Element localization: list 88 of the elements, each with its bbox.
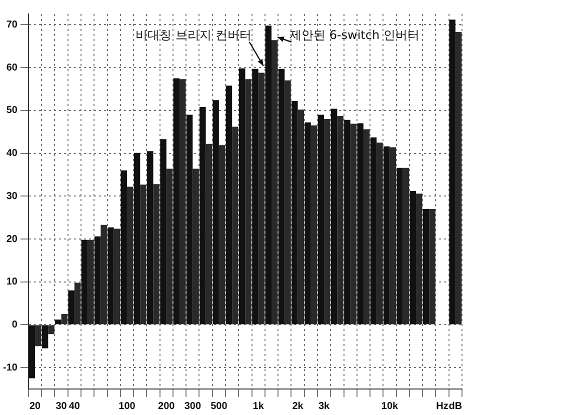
bar [120, 170, 127, 324]
x-tick-label: 1k [252, 400, 264, 412]
bar [68, 290, 74, 324]
bar [88, 240, 94, 324]
bar [134, 152, 140, 324]
bar [376, 142, 383, 324]
x-tick-label: 10k [381, 400, 399, 412]
bar [284, 80, 291, 324]
bar [410, 191, 416, 324]
x-tick-label: 300 [184, 400, 202, 412]
bar [232, 126, 238, 324]
bar [252, 68, 258, 324]
bar [304, 122, 311, 324]
bar [28, 325, 36, 378]
bar [455, 32, 462, 324]
bar [114, 228, 120, 324]
x-tick-label: 30 [56, 400, 68, 412]
bar [48, 325, 54, 334]
bar [186, 114, 193, 324]
bar [292, 101, 298, 324]
x-tick-label: 500 [210, 400, 228, 412]
bar [206, 144, 212, 324]
annotation: 비대칭 브리지 컨버터 [136, 28, 252, 42]
bar [258, 72, 265, 324]
bar [35, 325, 42, 346]
x-tick-label: 3k [318, 400, 330, 412]
bar [390, 147, 396, 324]
annotation: 제안된 6-switch 인버터 [290, 28, 420, 42]
x-tick-label: Hz [436, 400, 448, 412]
y-tick-label: 10 [6, 276, 18, 288]
bar [74, 282, 81, 324]
bar [94, 236, 101, 324]
bar [344, 120, 350, 324]
bar [310, 125, 318, 324]
bar [173, 78, 180, 324]
bar [160, 139, 166, 324]
bar [81, 240, 88, 324]
y-tick-label: 20 [6, 234, 18, 245]
bar [140, 184, 146, 324]
x-tick-label: dB [448, 400, 462, 412]
bar [55, 320, 62, 324]
y-tick-label: 0 [12, 319, 18, 330]
x-tick-label: 200 [158, 400, 176, 412]
bar [245, 79, 252, 324]
y-tick-label: 60 [6, 62, 18, 74]
bar [298, 110, 304, 324]
bar [61, 314, 68, 324]
x-tick-label: 40 [68, 400, 80, 412]
bar [429, 209, 436, 324]
bar [42, 325, 48, 348]
x-tick-label: 100 [118, 400, 136, 412]
bar [192, 168, 199, 324]
bar [147, 151, 154, 324]
bar [278, 68, 285, 324]
bar [272, 40, 278, 324]
bar [324, 119, 330, 324]
bar [449, 20, 456, 324]
bar [212, 100, 219, 324]
y-tick-label: 40 [6, 148, 18, 160]
bar [153, 184, 160, 324]
bar [396, 168, 403, 324]
bar [370, 137, 377, 324]
y-tick-label: -10 [3, 362, 18, 374]
bar [200, 107, 206, 324]
bar [330, 108, 338, 324]
bar [363, 129, 370, 324]
bar [166, 168, 173, 324]
bar [180, 79, 186, 324]
bar [416, 194, 422, 324]
bar [357, 123, 364, 324]
bar [318, 114, 324, 324]
bar [126, 186, 134, 324]
bar [265, 26, 272, 324]
x-tick-label: 2k [292, 400, 304, 412]
y-tick-label: 50 [6, 105, 18, 116]
y-tick-label: 70 [6, 19, 18, 30]
bar [226, 86, 232, 324]
y-tick-label: 30 [6, 190, 18, 202]
bar [337, 116, 344, 324]
bar [108, 227, 114, 324]
bar [100, 224, 107, 324]
x-tick-label: 20 [29, 400, 42, 412]
bar [384, 146, 390, 324]
bar [350, 124, 357, 324]
bar [218, 145, 226, 324]
bar [238, 68, 246, 324]
bar [402, 168, 410, 324]
bar [422, 209, 430, 324]
